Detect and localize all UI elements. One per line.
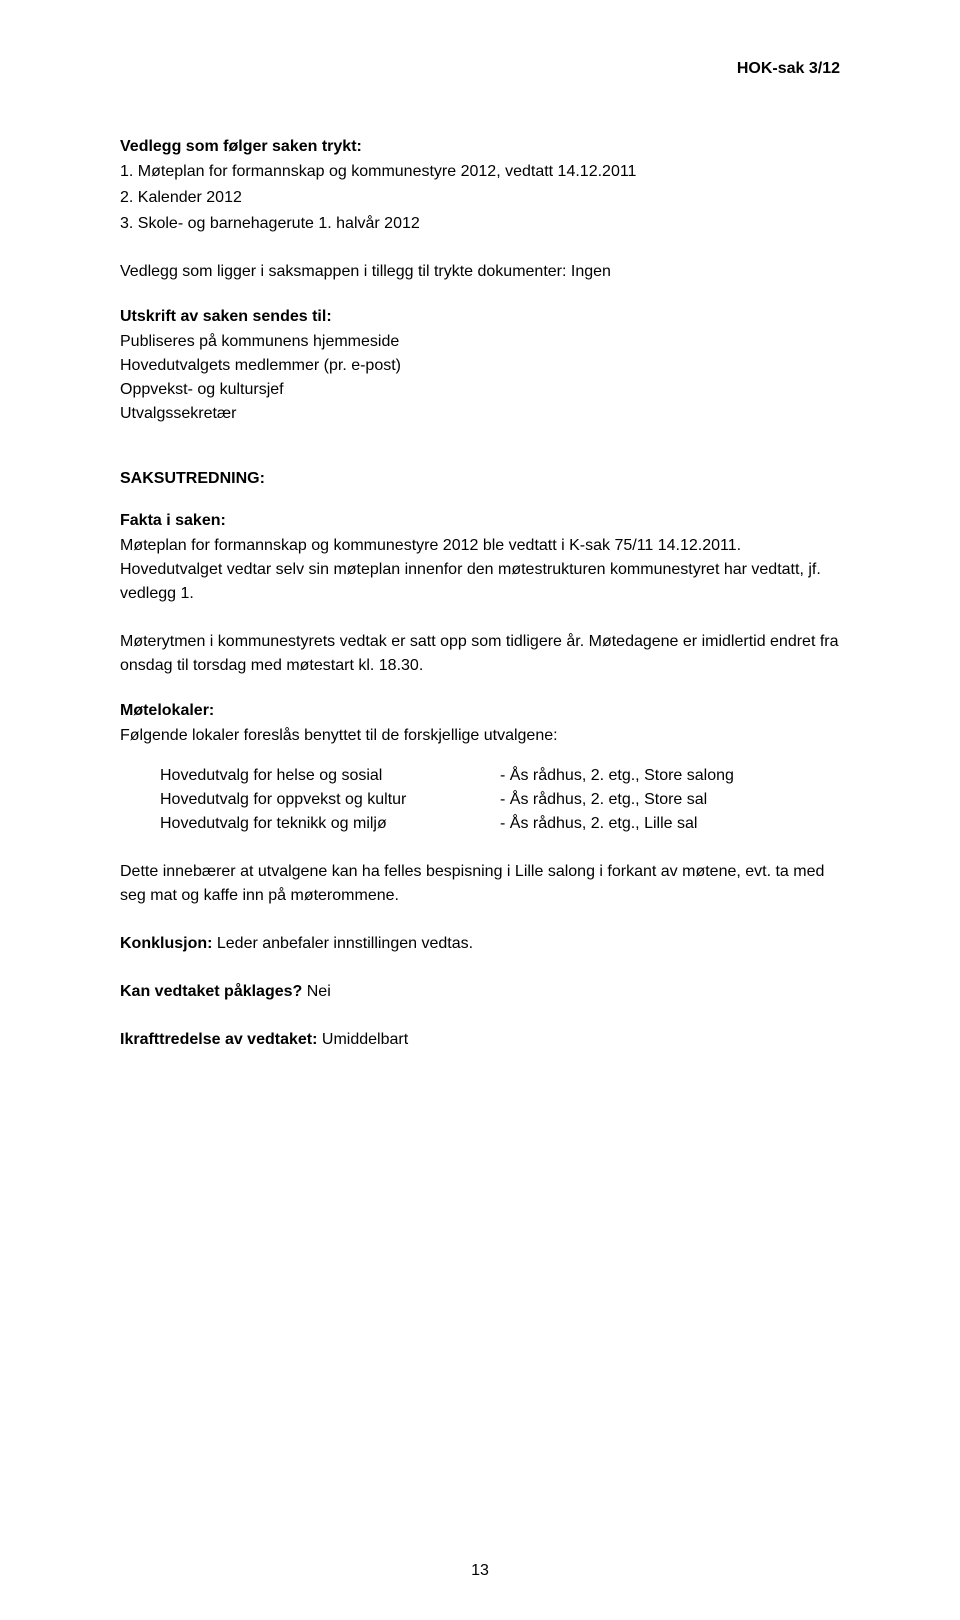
table-row: Hovedutvalg for teknikk og miljø - Ås rå… <box>160 812 840 836</box>
row-right: - Ås rådhus, 2. etg., Store sal <box>500 788 840 812</box>
row-left: Hovedutvalg for teknikk og miljø <box>160 812 500 836</box>
row-right: - Ås rådhus, 2. etg., Store salong <box>500 764 840 788</box>
attachments-title: Vedlegg som følger saken trykt: <box>120 138 840 156</box>
lokaler-table: Hovedutvalg for helse og sosial - Ås råd… <box>120 764 840 836</box>
list-item: Publiseres på kommunens hjemmeside <box>120 330 840 354</box>
lokaler-intro: Følgende lokaler foreslås benyttet til d… <box>120 724 840 748</box>
konklusjon-label: Konklusjon: <box>120 935 212 952</box>
konklusjon-line: Konklusjon: Leder anbefaler innstillinge… <box>120 932 840 956</box>
page-number: 13 <box>0 1562 960 1580</box>
document-page: HOK-sak 3/12 Vedlegg som følger saken tr… <box>0 0 960 1116</box>
ikraft-label: Ikrafttredelse av vedtaket: <box>120 1031 317 1048</box>
ikraft-body: Umiddelbart <box>317 1031 408 1048</box>
recipients-title: Utskrift av saken sendes til: <box>120 308 840 326</box>
list-item: 2. Kalender 2012 <box>120 186 840 210</box>
paklages-label: Kan vedtaket påklages? <box>120 983 302 1000</box>
lokaler-note: Dette innebærer at utvalgene kan ha fell… <box>120 860 840 908</box>
list-item: Oppvekst- og kultursjef <box>120 378 840 402</box>
moterytme: Møterytmen i kommunestyrets vedtak er sa… <box>120 630 840 678</box>
case-number: HOK-sak 3/12 <box>120 60 840 78</box>
list-item: Hovedutvalgets medlemmer (pr. e-post) <box>120 354 840 378</box>
recipients-block: Utskrift av saken sendes til: Publiseres… <box>120 308 840 426</box>
row-left: Hovedutvalg for oppvekst og kultur <box>160 788 500 812</box>
row-left: Hovedutvalg for helse og sosial <box>160 764 500 788</box>
ikraft-line: Ikrafttredelse av vedtaket: Umiddelbart <box>120 1028 840 1052</box>
table-row: Hovedutvalg for helse og sosial - Ås råd… <box>160 764 840 788</box>
attachments-list: 1. Møteplan for formannskap og kommunest… <box>120 160 840 236</box>
paklages-line: Kan vedtaket påklages? Nei <box>120 980 840 1004</box>
list-item: 3. Skole- og barnehagerute 1. halvår 201… <box>120 212 840 236</box>
lokaler-title: Møtelokaler: <box>120 702 840 720</box>
konklusjon-body: Leder anbefaler innstillingen vedtas. <box>212 935 473 952</box>
list-item: 1. Møteplan for formannskap og kommunest… <box>120 160 840 184</box>
paklages-body: Nei <box>302 983 330 1000</box>
saksutredning-heading: SAKSUTREDNING: <box>120 470 840 488</box>
fakta-title: Fakta i saken: <box>120 512 840 530</box>
table-row: Hovedutvalg for oppvekst og kultur - Ås … <box>160 788 840 812</box>
row-right: - Ås rådhus, 2. etg., Lille sal <box>500 812 840 836</box>
list-item: Utvalgssekretær <box>120 402 840 426</box>
no-extra-attachments: Vedlegg som ligger i saksmappen i tilleg… <box>120 260 840 284</box>
fakta-body: Møteplan for formannskap og kommunestyre… <box>120 534 840 606</box>
lokaler-block: Møtelokaler: Følgende lokaler foreslås b… <box>120 702 840 908</box>
